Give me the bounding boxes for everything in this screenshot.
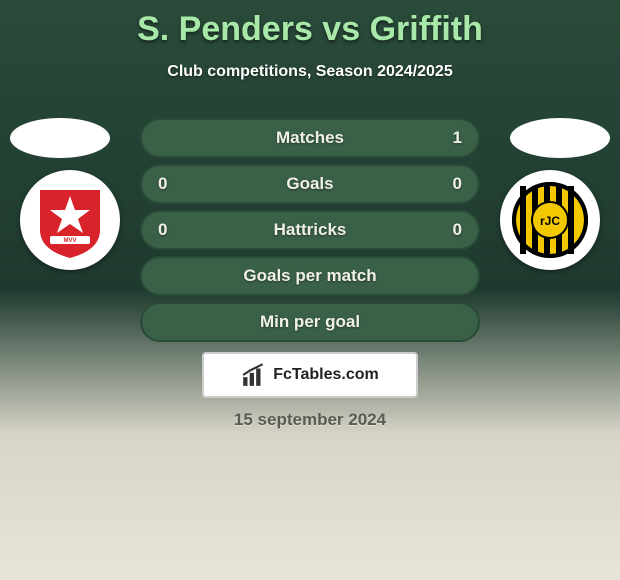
stat-label: Goals (142, 174, 478, 194)
stat-row: 0 Hattricks 0 (140, 210, 480, 250)
chart-icon (241, 362, 267, 388)
stats-table: Matches 1 0 Goals 0 0 Hattricks 0 Goals … (140, 118, 480, 348)
stat-row: Min per goal (140, 302, 480, 342)
badge-left-text: MVV (63, 238, 76, 244)
roda-badge-icon: rJC (510, 180, 590, 260)
player-avatar-right (510, 118, 610, 158)
team-badge-left: MVV (20, 170, 120, 270)
team-badge-right: rJC (500, 170, 600, 270)
stat-row: Goals per match (140, 256, 480, 296)
stat-row: 0 Goals 0 (140, 164, 480, 204)
page-title: S. Penders vs Griffith (0, 0, 620, 49)
mvv-badge-icon: MVV (30, 180, 110, 260)
stat-row: Matches 1 (140, 118, 480, 158)
stat-label: Hattricks (142, 220, 478, 240)
badge-right-text: rJC (540, 214, 560, 228)
stat-label: Matches (142, 128, 478, 148)
subtitle: Club competitions, Season 2024/2025 (0, 63, 620, 81)
attribution-box[interactable]: FcTables.com (202, 352, 418, 398)
stat-label: Goals per match (142, 266, 478, 286)
stat-label: Min per goal (142, 312, 478, 332)
date-label: 15 september 2024 (0, 410, 620, 430)
player-avatar-left (10, 118, 110, 158)
attribution-text: FcTables.com (273, 366, 379, 384)
